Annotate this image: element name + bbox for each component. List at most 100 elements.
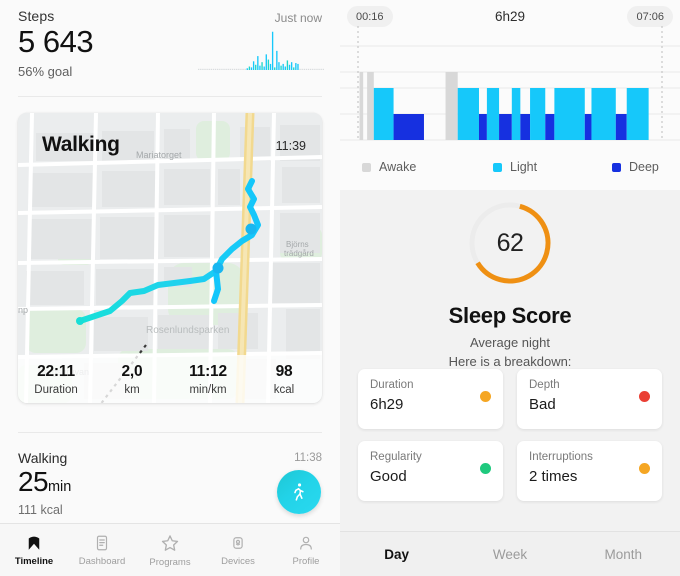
timeline-bookmark-icon xyxy=(28,536,40,550)
walking-person-icon[interactable] xyxy=(277,470,321,514)
breakdown-depth-status-dot xyxy=(639,391,650,402)
activity-time: 11:38 xyxy=(294,452,322,464)
legend-light: Light xyxy=(493,160,537,174)
stat-duration: 22:11 Duration xyxy=(18,363,94,396)
map-route-end-marker xyxy=(212,262,224,274)
sleep-score-title: Sleep Score xyxy=(448,303,572,328)
tab-profile[interactable]: Profile xyxy=(272,534,340,567)
breakdown-interruptions-value: 2 times xyxy=(529,468,578,485)
stat-calories: 98 kcal xyxy=(246,363,322,396)
tab-programs-label: Programs xyxy=(149,556,191,568)
timeline-panel: Steps 5 643 56% goal Just now xyxy=(0,8,340,576)
map-route-mid-marker xyxy=(245,223,257,235)
legend-awake-label: Awake xyxy=(379,160,417,174)
breakdown-row-2: Regularity Good Interruptions 2 times xyxy=(358,441,662,501)
breakdown-depth-value: Bad xyxy=(529,396,556,413)
sleep-start-time: 00:16 xyxy=(347,6,393,27)
breakdown-interruptions-key: Interruptions xyxy=(529,451,593,463)
sleep-score-ring: 62 xyxy=(463,196,557,290)
steps-sparkline-chart xyxy=(198,28,324,74)
sleep-breakdown-grid: Duration 6h29 Depth Bad Regularity Good xyxy=(358,369,662,513)
tab-programs[interactable]: Programs xyxy=(136,533,204,568)
breakdown-card-duration[interactable]: Duration 6h29 xyxy=(358,369,503,429)
breakdown-regularity-key: Regularity xyxy=(370,451,422,463)
segment-day[interactable]: Day xyxy=(384,546,410,562)
divider-top xyxy=(18,96,322,97)
sleep-hypnogram-card: 00:16 6h29 07:06 Awake Light Deep xyxy=(340,0,680,190)
stat-pace-value: 11:12 xyxy=(189,362,227,380)
breakdown-card-interruptions[interactable]: Interruptions 2 times xyxy=(517,441,662,501)
legend-awake: Awake xyxy=(362,160,416,174)
steps-summary[interactable]: Steps 5 643 56% goal Just now xyxy=(18,8,322,86)
legend-light-label: Light xyxy=(510,160,538,174)
breakdown-duration-status-dot xyxy=(480,391,491,402)
legend-deep-swatch xyxy=(612,162,621,172)
stat-calories-label: kcal xyxy=(273,383,295,396)
breakdown-regularity-status-dot xyxy=(480,463,491,474)
map-label-partial: np xyxy=(18,305,28,315)
breakdown-depth-key: Depth xyxy=(529,379,560,391)
tab-timeline[interactable]: Timeline xyxy=(0,534,68,567)
tab-devices-label: Devices xyxy=(221,555,255,567)
period-segment-control: Day Week Month xyxy=(340,531,680,576)
divider-activity xyxy=(18,432,322,433)
tab-timeline-label: Timeline xyxy=(14,555,54,567)
star-icon xyxy=(161,534,179,551)
workout-map-card[interactable]: Mariatorget Bergsgruvan Södermalm Björns… xyxy=(18,113,322,403)
breakdown-duration-value: 6h29 xyxy=(370,396,404,413)
stat-distance-value: 2,0 xyxy=(121,362,143,380)
map-label-bjorns2: trädgård xyxy=(284,249,314,258)
sleep-score-subtitle-2: Here is a breakdown: xyxy=(448,353,572,369)
person-icon xyxy=(300,536,312,550)
segment-week[interactable]: Week xyxy=(492,546,528,562)
breakdown-row-1: Duration 6h29 Depth Bad xyxy=(358,369,662,429)
tab-devices[interactable]: Devices xyxy=(204,534,272,567)
legend-deep: Deep xyxy=(612,160,659,174)
stat-pace: 11:12 min/km xyxy=(170,363,246,396)
steps-goal: 56% goal xyxy=(18,64,73,80)
sleep-end-time: 07:06 xyxy=(627,6,673,27)
sleep-score-value: 62 xyxy=(496,228,524,257)
breakdown-card-depth[interactable]: Depth Bad xyxy=(517,369,662,429)
activity-duration: 25min xyxy=(18,466,322,498)
walking-person-glyph xyxy=(294,483,304,501)
sleep-hypnogram-chart[interactable] xyxy=(340,26,680,154)
activity-duration-unit: min xyxy=(47,479,72,495)
map-canvas: Mariatorget Bergsgruvan Södermalm Björns… xyxy=(18,113,322,403)
map-workout-time: 11:39 xyxy=(275,139,306,153)
workout-stats-strip: 22:11 Duration 2,0 km 11:12 min/km 98 kc… xyxy=(18,355,322,403)
steps-label: Steps xyxy=(18,8,55,24)
stat-distance-label: km xyxy=(124,383,140,396)
map-label-bjorns: Björns xyxy=(286,240,309,249)
bottom-tab-bar: Timeline Dashboard Programs xyxy=(0,523,340,576)
activity-duration-value: 25 xyxy=(18,466,49,497)
stat-calories-value: 98 xyxy=(275,362,293,380)
stat-duration-value: 22:11 xyxy=(37,362,75,380)
segment-month[interactable]: Month xyxy=(604,546,643,562)
sleep-score-subtitle-1: Average night xyxy=(470,335,550,350)
legend-awake-swatch xyxy=(362,162,371,172)
tab-dashboard[interactable]: Dashboard xyxy=(68,534,136,567)
sleep-score-section: 62 Sleep Score Average night Here is a b… xyxy=(340,196,680,372)
map-label-mariatorget: Mariatorget xyxy=(136,150,182,160)
sleep-header: 00:16 6h29 07:06 xyxy=(340,0,680,32)
sleep-duration-total: 6h29 xyxy=(494,9,526,24)
breakdown-card-regularity[interactable]: Regularity Good xyxy=(358,441,503,501)
legend-light-swatch xyxy=(493,162,502,172)
tab-profile-label: Profile xyxy=(292,555,320,567)
activity-entry[interactable]: Walking 11:38 25min 111 kcal xyxy=(18,450,322,520)
steps-value: 5 643 xyxy=(18,24,94,59)
stat-pace-label: min/km xyxy=(189,383,227,396)
breakdown-regularity-value: Good xyxy=(370,468,407,485)
stat-duration-label: Duration xyxy=(34,383,78,396)
dashboard-document-icon xyxy=(96,535,108,550)
legend-deep-label: Deep xyxy=(629,160,659,174)
breakdown-duration-key: Duration xyxy=(370,379,414,391)
map-workout-title: Walking xyxy=(42,133,120,156)
activity-title: Walking xyxy=(18,450,68,466)
watch-device-icon xyxy=(233,536,243,549)
map-label-rosenlund: Rosenlundsparken xyxy=(146,325,229,336)
stat-distance: 2,0 km xyxy=(94,363,170,396)
activity-calories: 111 kcal xyxy=(18,502,63,517)
